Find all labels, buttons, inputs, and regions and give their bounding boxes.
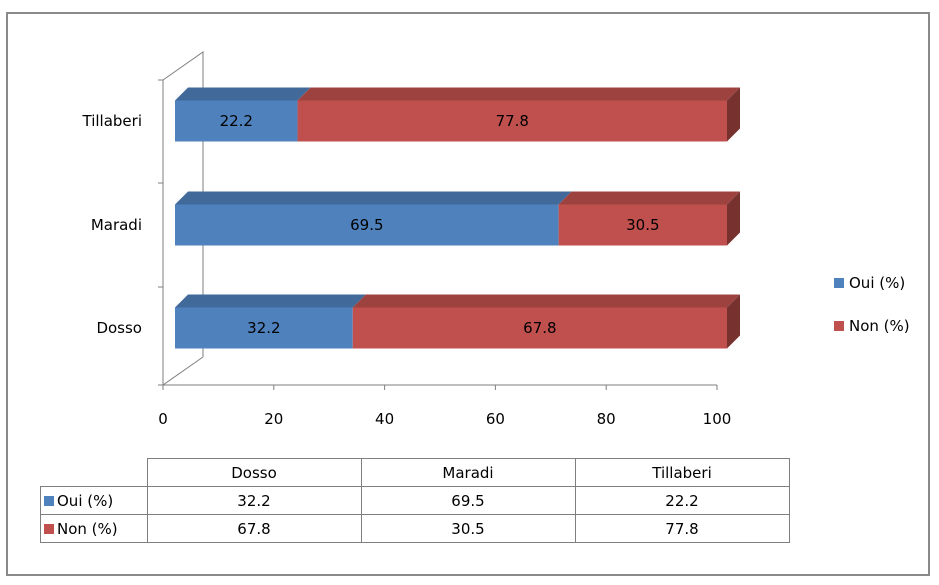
bar-segment: [352, 307, 727, 349]
bar-segment: [175, 307, 353, 349]
bar-segment-top: [297, 87, 740, 101]
data-table-row-non: Non (%) 67.8 30.5 77.8: [40, 514, 790, 543]
data-table-row-oui: Oui (%) 32.2 69.5 22.2: [40, 486, 790, 515]
data-label: 67.8: [523, 319, 556, 337]
data-label: 77.8: [496, 112, 529, 130]
x-tick-label: 60: [486, 410, 505, 428]
bar-segment: [175, 204, 559, 246]
legend-swatch-non: [834, 321, 844, 331]
bar-segment-top: [175, 294, 366, 308]
bar-segment-side: [727, 87, 740, 142]
table-swatch-oui: [44, 495, 54, 506]
back-wall-edge: [162, 51, 204, 357]
data-table-cell: 22.2: [574, 486, 790, 515]
legend-label-non: Non (%): [849, 317, 910, 335]
x-tick-label: 80: [597, 410, 616, 428]
data-table-cell: 69.5: [360, 486, 576, 515]
data-table: Dosso Maradi Tillaberi Oui (%) 32.2 69.5…: [40, 458, 790, 543]
data-table-row-label: Oui (%): [57, 491, 114, 510]
bar-segment: [558, 204, 727, 246]
legend-item-oui: Oui (%): [834, 274, 905, 292]
data-table-col-header: Dosso: [146, 458, 362, 487]
data-table-row-label: Non (%): [57, 519, 118, 538]
data-label: 69.5: [350, 216, 383, 234]
legend-swatch-oui: [834, 278, 844, 288]
bar-segment-top: [352, 294, 740, 308]
bar-segment-side: [727, 191, 740, 246]
bar-segment: [297, 100, 727, 142]
bar-segment-side: [727, 294, 740, 349]
x-tick-label: 40: [375, 410, 394, 428]
data-table-col-header: Maradi: [360, 458, 576, 487]
table-swatch-non: [44, 523, 54, 534]
x-tick-label: 100: [703, 410, 732, 428]
data-table-cell: 32.2: [146, 486, 362, 515]
bar-segment-top: [175, 87, 311, 101]
data-table-cell: 67.8: [146, 514, 362, 543]
data-table-row-header: Oui (%): [40, 486, 148, 515]
legend-label-oui: Oui (%): [849, 274, 906, 292]
x-tick-label: 0: [158, 410, 168, 428]
data-label: 22.2: [220, 112, 253, 130]
data-label: 32.2: [247, 319, 280, 337]
data-table-cell: 30.5: [360, 514, 576, 543]
bar-segment: [175, 100, 298, 142]
data-table-header-row: Dosso Maradi Tillaberi: [40, 458, 790, 487]
x-tick-label: 20: [264, 410, 283, 428]
category-label: Dosso: [96, 319, 142, 337]
data-table-col-header: Tillaberi: [574, 458, 790, 487]
data-table-corner: [40, 458, 148, 487]
category-label: Tillaberi: [82, 112, 142, 130]
data-label: 30.5: [626, 216, 659, 234]
category-label: Maradi: [91, 216, 142, 234]
data-table-row-header: Non (%): [40, 514, 148, 543]
bar-segment-top: [175, 191, 572, 205]
floor-edge: [162, 356, 204, 386]
legend-item-non: Non (%): [834, 317, 910, 335]
bar-segment-top: [558, 191, 740, 205]
data-table-cell: 77.8: [574, 514, 790, 543]
